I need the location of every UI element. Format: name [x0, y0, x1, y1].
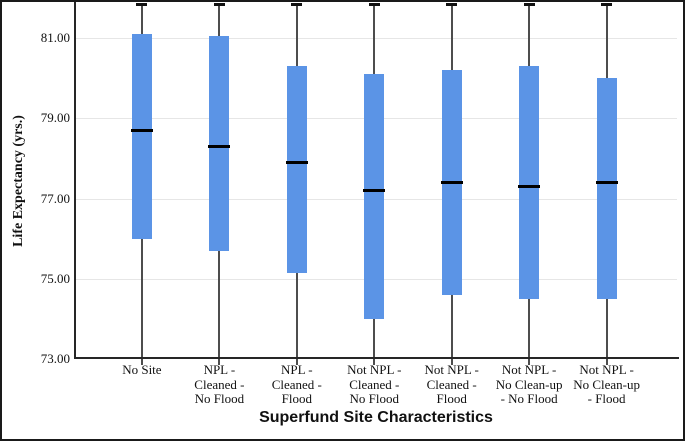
whisker-top-cap [368, 3, 380, 6]
category-label: Not NPL - Cleaned - No Flood [347, 362, 402, 406]
category-label: NPL - Cleaned - No Flood [194, 362, 245, 406]
whisker-top-cap [523, 3, 535, 6]
median-line [440, 181, 463, 184]
median-line [518, 185, 541, 188]
y-tick-label: 79.00 [40, 110, 70, 126]
median-line [363, 189, 386, 192]
box [131, 34, 152, 239]
y-axis-line [74, 2, 76, 359]
whisker-top-cap [213, 3, 225, 6]
gridline [75, 38, 677, 40]
y-tick-label: 75.00 [40, 270, 70, 286]
category-label: Not NPL - No Clean-up - No Flood [495, 362, 563, 406]
box [286, 66, 307, 273]
median-line [595, 181, 618, 184]
y-tick-label: 77.00 [40, 190, 70, 206]
y-axis-tick-labels: 81.00 79.00 77.00 75.00 73.00 [2, 2, 683, 366]
y-tick-label: 81.00 [40, 30, 70, 46]
x-axis-line [75, 357, 679, 359]
category-label: NPL - Cleaned - Flood [271, 362, 322, 406]
y-tick-label: 73.00 [40, 351, 70, 366]
y-axis-title: Life Expectancy (yrs.) [8, 2, 30, 359]
box [519, 66, 540, 299]
median-line [285, 160, 308, 164]
category-label: Not NPL - No Clean-up - Flood [573, 362, 640, 406]
category-label: No Site [122, 362, 162, 377]
y-axis-title-text: Life Expectancy (yrs.) [11, 114, 26, 247]
box [596, 78, 617, 299]
whisker-top-cap [291, 3, 303, 6]
whisker-top-cap [446, 3, 458, 6]
box [364, 74, 385, 319]
x-axis-category-labels: No Site NPL - Cleaned - No Flood NPL - Cleane… [75, 362, 677, 409]
category-label: Not NPL - Cleaned - Flood [424, 362, 479, 406]
plot-area [75, 2, 677, 365]
median-line [130, 128, 153, 132]
whisker-top-cap [136, 3, 148, 6]
median-line [208, 144, 231, 148]
box [209, 36, 230, 251]
whisker-top-cap [601, 3, 613, 6]
x-axis-title: Superfund Site Characteristics [259, 409, 493, 426]
